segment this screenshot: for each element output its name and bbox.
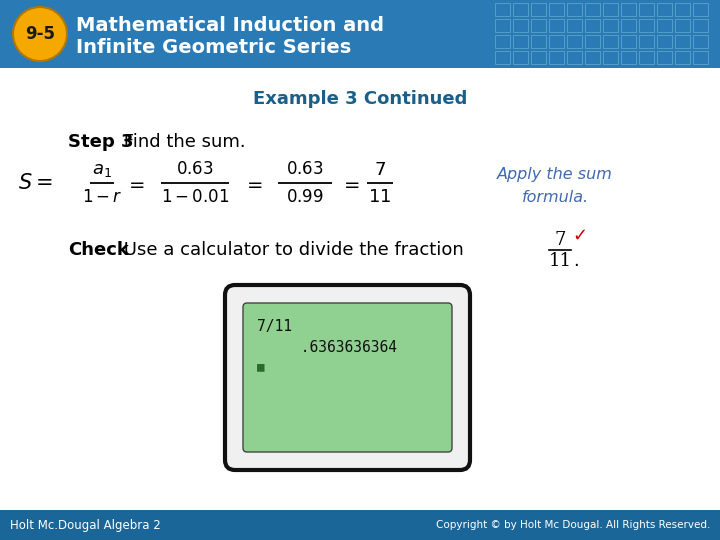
Bar bbox=[639, 3, 654, 16]
Bar bbox=[657, 19, 672, 32]
Bar bbox=[639, 19, 654, 32]
Bar bbox=[531, 3, 546, 16]
Bar bbox=[693, 19, 708, 32]
Bar bbox=[675, 19, 690, 32]
Bar bbox=[603, 35, 618, 48]
Ellipse shape bbox=[13, 7, 67, 61]
Text: Use a calculator to divide the fraction: Use a calculator to divide the fraction bbox=[118, 241, 469, 259]
Text: $11$: $11$ bbox=[369, 188, 392, 206]
Bar bbox=[585, 3, 600, 16]
Bar bbox=[549, 3, 564, 16]
Text: $1 - 0.01$: $1 - 0.01$ bbox=[161, 188, 229, 206]
Bar bbox=[513, 19, 528, 32]
Bar bbox=[549, 35, 564, 48]
Text: Step 3: Step 3 bbox=[68, 133, 133, 151]
Text: Check: Check bbox=[68, 241, 129, 259]
Bar bbox=[531, 19, 546, 32]
Text: $0.99$: $0.99$ bbox=[286, 188, 324, 206]
Text: Apply the sum: Apply the sum bbox=[497, 167, 613, 183]
Bar bbox=[495, 51, 510, 64]
Text: ■: ■ bbox=[257, 361, 264, 374]
Bar bbox=[513, 35, 528, 48]
Text: $S =$: $S =$ bbox=[18, 173, 53, 193]
Text: Holt Mc.Dougal Algebra 2: Holt Mc.Dougal Algebra 2 bbox=[10, 518, 161, 531]
Text: .6363636364: .6363636364 bbox=[257, 340, 397, 354]
Bar bbox=[603, 19, 618, 32]
Bar bbox=[603, 51, 618, 64]
Bar bbox=[495, 19, 510, 32]
Text: ✓: ✓ bbox=[572, 227, 588, 245]
Bar bbox=[585, 51, 600, 64]
Bar bbox=[675, 3, 690, 16]
Bar bbox=[603, 3, 618, 16]
Bar bbox=[639, 35, 654, 48]
Text: $7$: $7$ bbox=[374, 161, 386, 179]
Bar bbox=[495, 3, 510, 16]
Bar bbox=[621, 35, 636, 48]
Bar bbox=[621, 51, 636, 64]
Bar bbox=[621, 19, 636, 32]
Bar bbox=[567, 19, 582, 32]
Text: Example 3 Continued: Example 3 Continued bbox=[253, 90, 467, 108]
Bar bbox=[567, 3, 582, 16]
Bar bbox=[567, 51, 582, 64]
Text: $1 - r$: $1 - r$ bbox=[81, 188, 122, 206]
Bar bbox=[657, 3, 672, 16]
Bar bbox=[513, 51, 528, 64]
Text: Copyright © by Holt Mc Dougal. All Rights Reserved.: Copyright © by Holt Mc Dougal. All Right… bbox=[436, 520, 710, 530]
Bar bbox=[639, 51, 654, 64]
Text: 9-5: 9-5 bbox=[25, 25, 55, 43]
Bar bbox=[531, 51, 546, 64]
Text: 7: 7 bbox=[554, 231, 566, 249]
Bar bbox=[0, 510, 720, 540]
Text: .: . bbox=[573, 252, 579, 270]
Bar bbox=[0, 0, 720, 68]
Bar bbox=[657, 51, 672, 64]
Text: $a_1$: $a_1$ bbox=[92, 161, 112, 179]
Text: $0.63$: $0.63$ bbox=[176, 161, 214, 179]
Bar bbox=[693, 3, 708, 16]
Text: Infinite Geometric Series: Infinite Geometric Series bbox=[76, 38, 351, 57]
Bar bbox=[585, 19, 600, 32]
Text: 7/11: 7/11 bbox=[257, 320, 292, 334]
Bar bbox=[531, 35, 546, 48]
Bar bbox=[567, 35, 582, 48]
Bar bbox=[621, 3, 636, 16]
Bar bbox=[693, 51, 708, 64]
Bar bbox=[513, 3, 528, 16]
Text: $=$: $=$ bbox=[243, 173, 263, 192]
Text: $=$: $=$ bbox=[340, 173, 360, 192]
FancyBboxPatch shape bbox=[243, 303, 452, 452]
Text: $0.63$: $0.63$ bbox=[286, 161, 324, 179]
Bar bbox=[675, 51, 690, 64]
Text: 11: 11 bbox=[549, 252, 572, 270]
Bar bbox=[549, 19, 564, 32]
Bar bbox=[585, 35, 600, 48]
Text: Find the sum.: Find the sum. bbox=[118, 133, 246, 151]
Text: Mathematical Induction and: Mathematical Induction and bbox=[76, 16, 384, 35]
Bar bbox=[495, 35, 510, 48]
Bar bbox=[549, 51, 564, 64]
Bar bbox=[675, 35, 690, 48]
Text: $=$: $=$ bbox=[125, 173, 145, 192]
Text: formula.: formula. bbox=[521, 190, 588, 205]
Bar bbox=[657, 35, 672, 48]
Bar bbox=[693, 35, 708, 48]
FancyBboxPatch shape bbox=[225, 285, 470, 470]
